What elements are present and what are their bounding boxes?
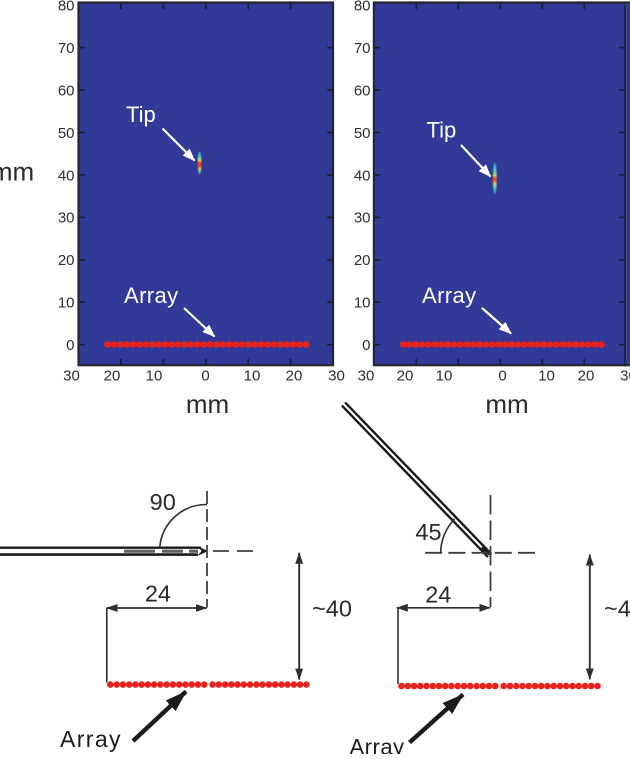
svg-text:30: 30 — [58, 210, 75, 227]
svg-text:~40: ~40 — [312, 596, 352, 622]
svg-text:30: 30 — [328, 368, 345, 385]
svg-text:20: 20 — [578, 368, 595, 385]
svg-text:Array: Array — [60, 726, 122, 752]
svg-text:Array: Array — [422, 283, 477, 308]
svg-text:0: 0 — [362, 337, 370, 354]
svg-text:0: 0 — [66, 337, 74, 354]
svg-text:Array: Array — [124, 283, 179, 308]
svg-text:10: 10 — [146, 368, 163, 385]
svg-text:60: 60 — [354, 82, 371, 99]
svg-text:50: 50 — [354, 125, 371, 142]
svg-text:~40: ~40 — [604, 596, 630, 622]
svg-text:Tip: Tip — [427, 118, 457, 143]
svg-text:Array: Array — [350, 735, 405, 755]
svg-text:20: 20 — [104, 368, 121, 385]
svg-text:24: 24 — [145, 581, 171, 607]
svg-text:80: 80 — [58, 0, 75, 15]
svg-text:70: 70 — [58, 40, 75, 57]
svg-text:80: 80 — [354, 0, 371, 15]
svg-text:30: 30 — [63, 368, 80, 385]
svg-text:30: 30 — [354, 210, 371, 227]
svg-text:10: 10 — [538, 368, 555, 385]
svg-text:30: 30 — [620, 368, 630, 385]
svg-text:10: 10 — [58, 295, 75, 312]
svg-text:mm: mm — [485, 389, 528, 419]
svg-text:20: 20 — [397, 368, 414, 385]
svg-text:10: 10 — [244, 368, 261, 385]
svg-text:30: 30 — [358, 368, 375, 385]
svg-text:20: 20 — [58, 252, 75, 269]
svg-text:70: 70 — [354, 40, 371, 57]
svg-text:10: 10 — [436, 368, 453, 385]
svg-text:20: 20 — [354, 252, 371, 269]
svg-text:0: 0 — [498, 368, 506, 385]
svg-text:40: 40 — [354, 167, 371, 184]
svg-text:0: 0 — [201, 368, 209, 385]
svg-text:60: 60 — [58, 82, 75, 99]
svg-text:90: 90 — [150, 489, 176, 515]
svg-text:Tip: Tip — [126, 102, 156, 127]
svg-text:40: 40 — [58, 167, 75, 184]
svg-text:10: 10 — [354, 295, 371, 312]
svg-text:45: 45 — [415, 519, 441, 545]
svg-text:mm: mm — [186, 389, 229, 419]
svg-text:mm: mm — [0, 157, 34, 187]
svg-text:20: 20 — [286, 368, 303, 385]
svg-text:50: 50 — [58, 125, 75, 142]
svg-text:24: 24 — [425, 582, 451, 608]
